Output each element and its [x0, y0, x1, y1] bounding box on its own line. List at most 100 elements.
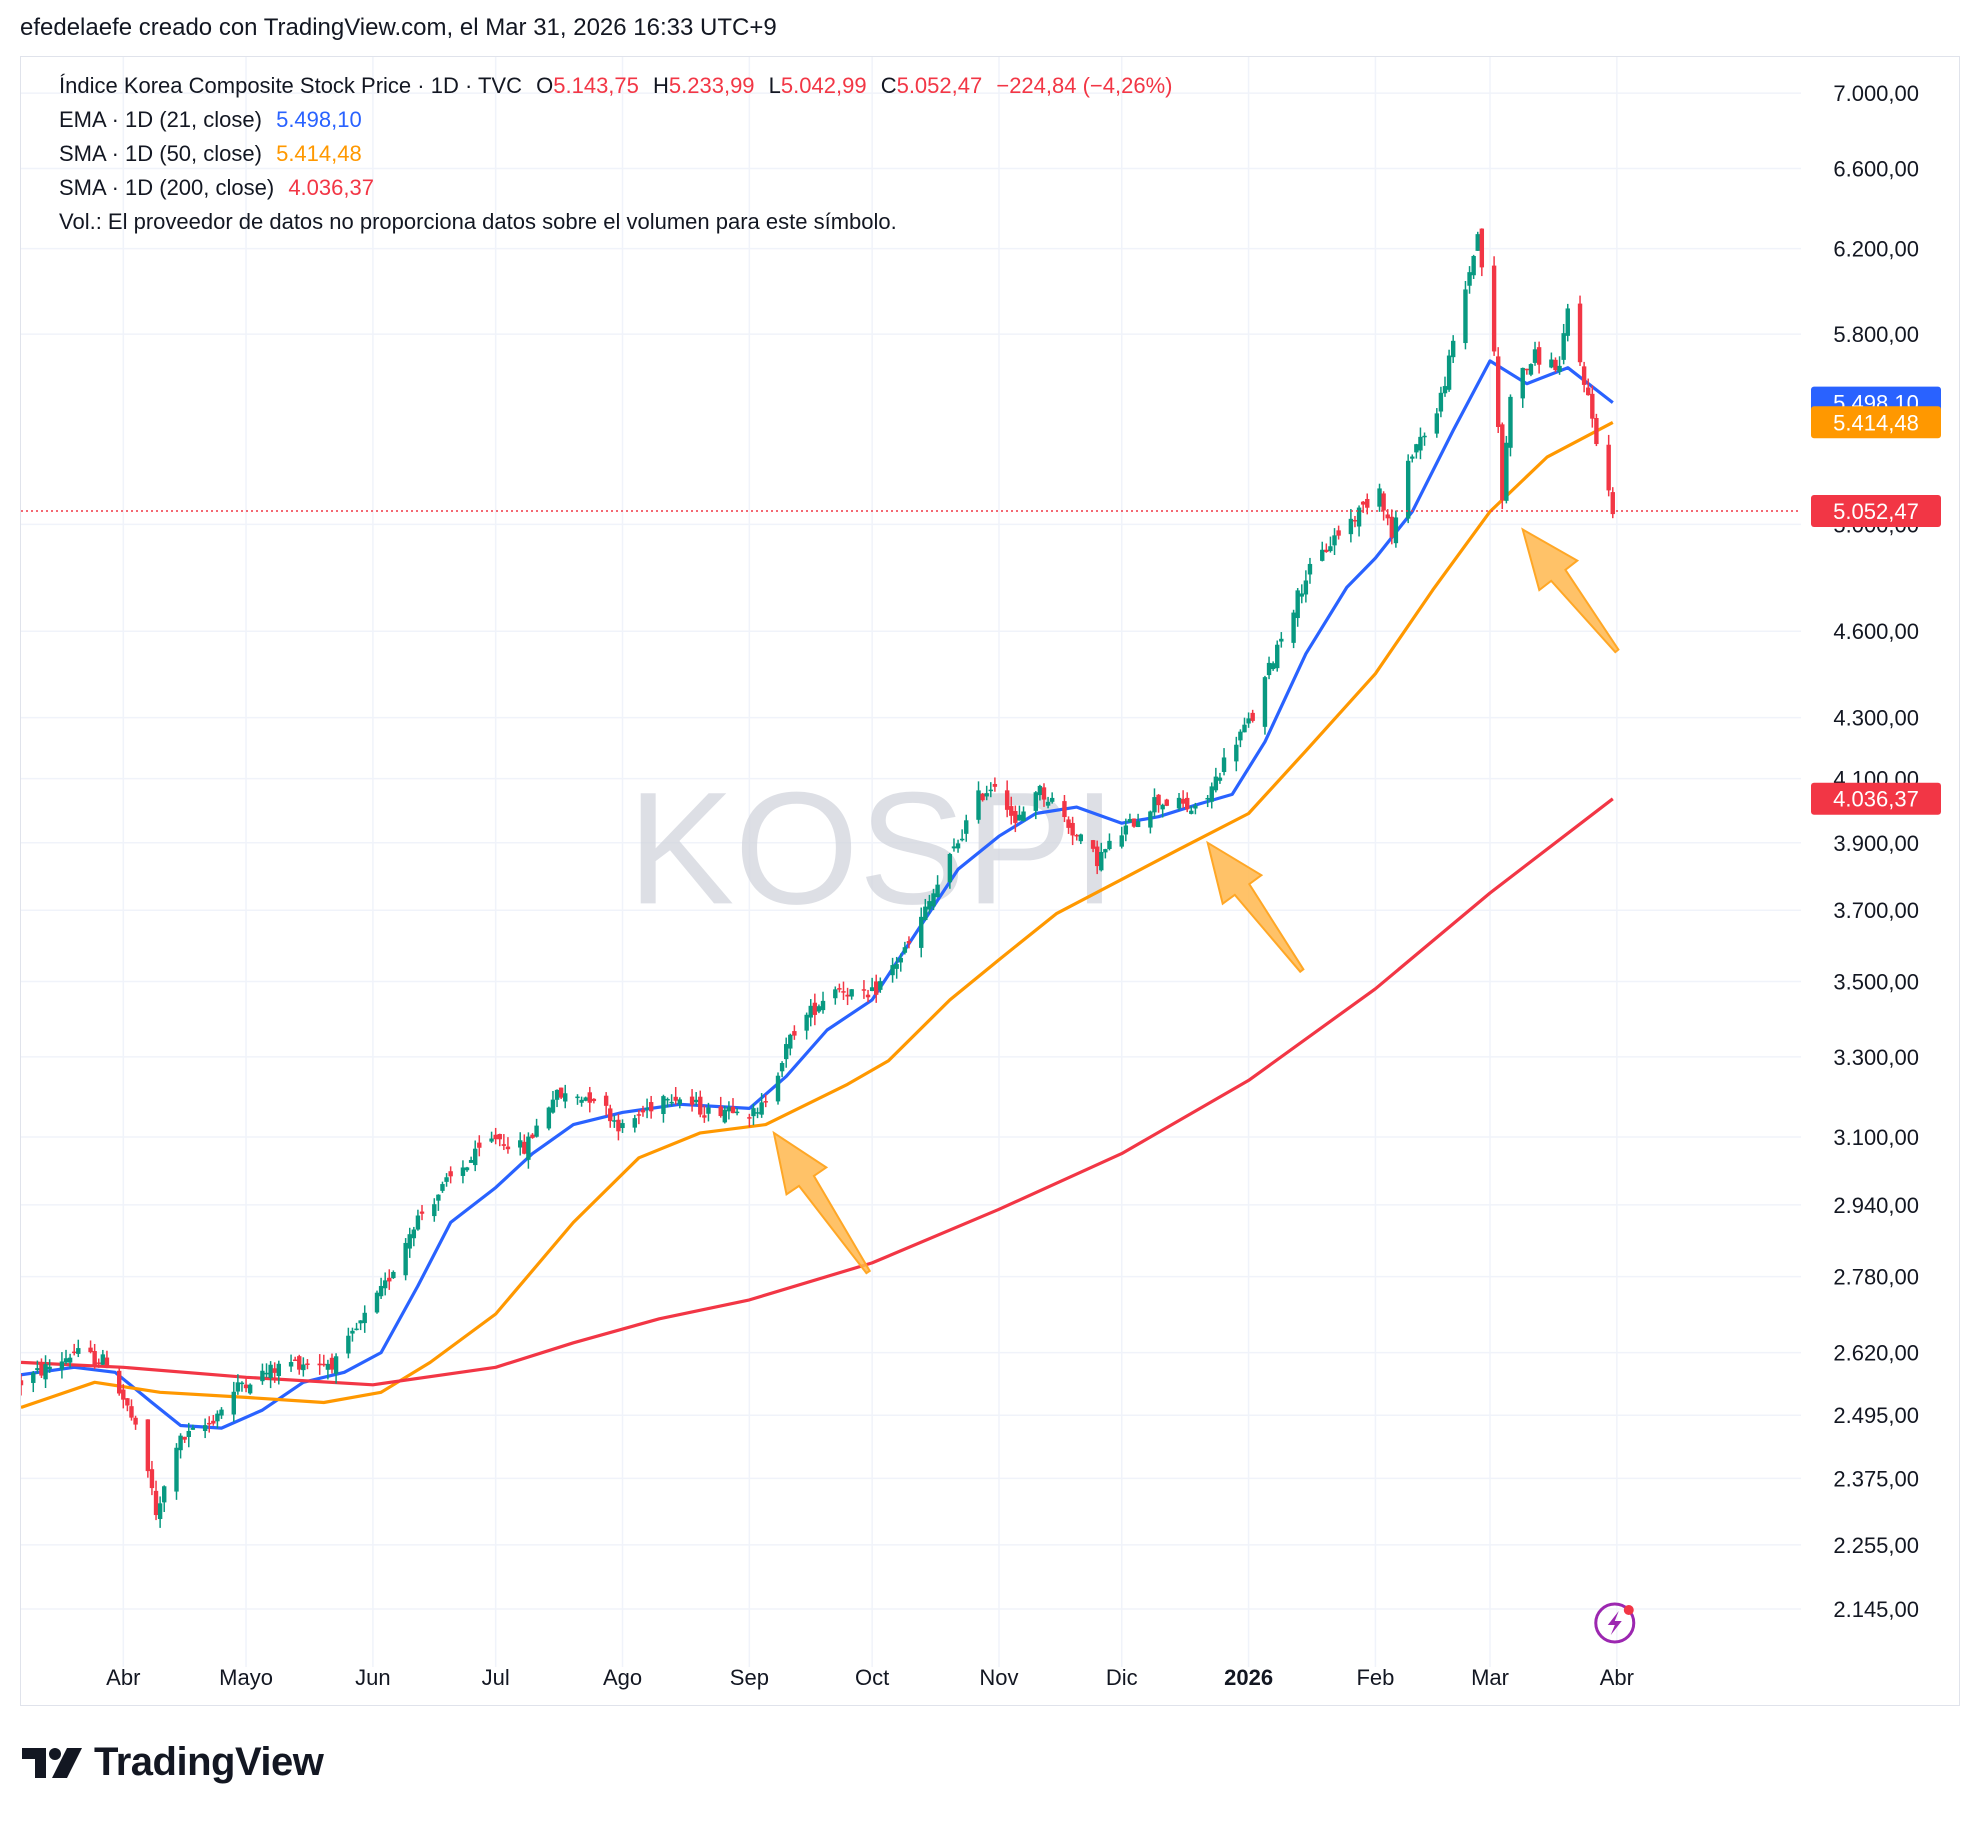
candle-body[interactable]	[849, 989, 854, 997]
candle-body[interactable]	[129, 1406, 134, 1418]
candle-body[interactable]	[992, 783, 998, 787]
candle-body[interactable]	[1209, 786, 1214, 802]
candle-body[interactable]	[317, 1363, 322, 1366]
candle-body[interactable]	[149, 1469, 155, 1489]
candle-body[interactable]	[919, 916, 924, 948]
candle-body[interactable]	[665, 1098, 670, 1101]
candle-body[interactable]	[1495, 356, 1501, 427]
candle-body[interactable]	[268, 1364, 273, 1378]
candle-body[interactable]	[407, 1234, 412, 1249]
candle-body[interactable]	[1532, 349, 1538, 363]
candle-body[interactable]	[673, 1096, 678, 1101]
candle-body[interactable]	[718, 1106, 723, 1117]
candle-body[interactable]	[923, 906, 928, 920]
candle-body[interactable]	[1360, 501, 1366, 505]
candle-body[interactable]	[202, 1425, 208, 1432]
candlesticks[interactable]	[21, 228, 1615, 1528]
candle-body[interactable]	[1377, 488, 1382, 507]
candle-body[interactable]	[951, 846, 957, 849]
candle-body[interactable]	[477, 1142, 482, 1148]
candle-body[interactable]	[100, 1354, 106, 1365]
candle-body[interactable]	[1356, 507, 1362, 527]
candle-body[interactable]	[162, 1486, 167, 1503]
candle-body[interactable]	[616, 1119, 621, 1132]
candle-body[interactable]	[1037, 785, 1043, 796]
candle-body[interactable]	[178, 1435, 183, 1451]
candle-body[interactable]	[980, 793, 985, 801]
candle-body[interactable]	[211, 1420, 216, 1424]
candle-body[interactable]	[608, 1108, 613, 1122]
candle-body[interactable]	[133, 1417, 138, 1425]
candle-body[interactable]	[1528, 364, 1534, 375]
series-line[interactable]	[21, 420, 1614, 1410]
candle-body[interactable]	[1565, 308, 1570, 336]
candle-body[interactable]	[88, 1347, 93, 1353]
candle-body[interactable]	[444, 1177, 449, 1182]
candle-body[interactable]	[644, 1107, 650, 1110]
candle-body[interactable]	[874, 981, 879, 995]
candle-body[interactable]	[612, 1120, 617, 1122]
candle-body[interactable]	[1438, 392, 1444, 412]
candle-body[interactable]	[526, 1136, 531, 1160]
candle-body[interactable]	[231, 1391, 236, 1415]
candle-body[interactable]	[63, 1358, 69, 1363]
candle-body[interactable]	[260, 1370, 265, 1382]
candle-body[interactable]	[1049, 797, 1055, 802]
candle-body[interactable]	[812, 1002, 818, 1015]
candle-body[interactable]	[1500, 424, 1505, 501]
candle-body[interactable]	[264, 1372, 269, 1375]
candle-body[interactable]	[1463, 289, 1468, 344]
candle-body[interactable]	[382, 1280, 388, 1289]
candle-body[interactable]	[1467, 272, 1472, 286]
candle-body[interactable]	[1148, 811, 1153, 828]
candle-body[interactable]	[648, 1102, 654, 1112]
candle-body[interactable]	[861, 989, 867, 991]
candle-body[interactable]	[1099, 851, 1104, 871]
candle-body[interactable]	[1238, 731, 1243, 741]
candle-body[interactable]	[243, 1384, 249, 1389]
annotation-arrow[interactable]	[1206, 840, 1305, 974]
candle-body[interactable]	[415, 1215, 421, 1230]
candle-body[interactable]	[67, 1357, 73, 1363]
candle-body[interactable]	[501, 1144, 507, 1146]
candle-body[interactable]	[436, 1194, 441, 1201]
candle-body[interactable]	[419, 1211, 425, 1214]
candle-body[interactable]	[272, 1368, 277, 1373]
candle-body[interactable]	[1107, 840, 1112, 849]
legend-main[interactable]: Índice Korea Composite Stock Price · 1D …	[59, 73, 1180, 99]
candle-body[interactable]	[1131, 818, 1137, 827]
candle-body[interactable]	[620, 1123, 625, 1129]
candle-body[interactable]	[1275, 644, 1280, 669]
legend-symbol[interactable]: Índice Korea Composite Stock Price · 1D …	[59, 73, 522, 98]
candle-body[interactable]	[1062, 801, 1067, 818]
candle-body[interactable]	[153, 1490, 159, 1516]
candle-body[interactable]	[751, 1108, 756, 1117]
candle-body[interactable]	[321, 1363, 327, 1366]
candle-body[interactable]	[902, 947, 908, 953]
candle-body[interactable]	[1127, 818, 1133, 823]
candle-body[interactable]	[579, 1099, 584, 1103]
candle-body[interactable]	[808, 1005, 813, 1018]
candle-body[interactable]	[505, 1146, 511, 1150]
candle-body[interactable]	[1303, 580, 1309, 595]
candle-body[interactable]	[603, 1095, 609, 1106]
candle-body[interactable]	[755, 1112, 760, 1114]
candle-body[interactable]	[788, 1034, 793, 1049]
price-label-badge[interactable]	[1811, 494, 1941, 527]
candle-body[interactable]	[1066, 819, 1071, 828]
candle-body[interactable]	[305, 1363, 310, 1365]
candle-body[interactable]	[816, 1006, 822, 1012]
legend-ema21[interactable]: EMA · 1D (21, close) 5.498,10	[59, 107, 370, 133]
candle-body[interactable]	[669, 1101, 674, 1104]
candle-body[interactable]	[329, 1357, 335, 1370]
candle-body[interactable]	[698, 1096, 703, 1115]
candle-body[interactable]	[804, 1014, 809, 1031]
candle-body[interactable]	[1446, 355, 1452, 390]
candle-body[interactable]	[1094, 846, 1100, 867]
candle-body[interactable]	[632, 1118, 637, 1128]
candle-body[interactable]	[702, 1115, 707, 1118]
candle-body[interactable]	[730, 1106, 736, 1114]
chart-area[interactable]: KOSPI 7.000,00 6.600,00 6.200,00 5.800,00 5.0…	[20, 56, 1960, 1706]
candle-body[interactable]	[1557, 365, 1562, 372]
candle-body[interactable]	[464, 1167, 470, 1171]
